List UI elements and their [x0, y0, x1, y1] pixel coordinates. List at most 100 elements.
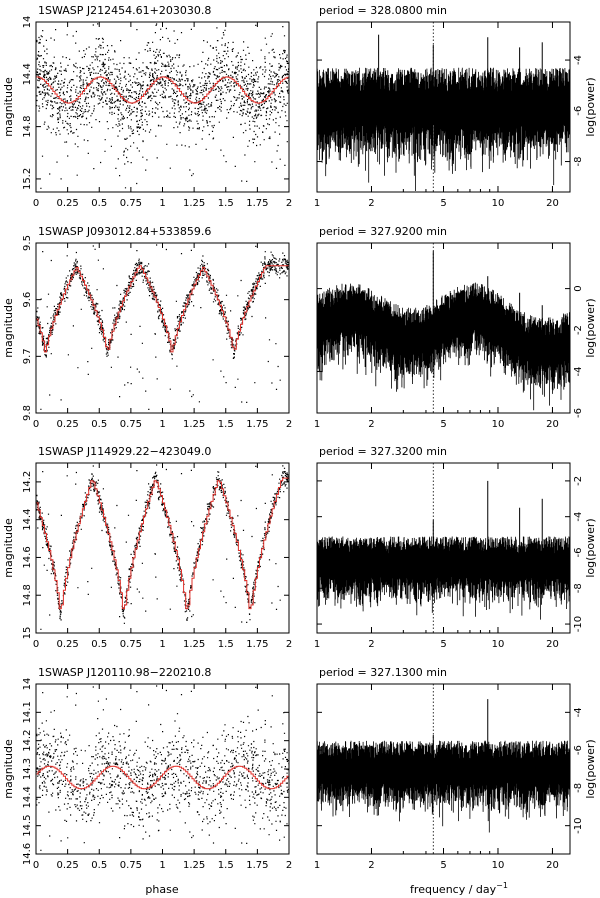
- x-tick-label: 2: [368, 419, 374, 430]
- panel-title: period = 328.0800 min: [319, 4, 447, 17]
- x-tick-label: 0.75: [120, 639, 142, 650]
- x-tick-label: 0.5: [91, 639, 107, 650]
- x-tick-label: 0: [33, 860, 39, 871]
- y-axis-label-log-power: log(power): [584, 518, 597, 577]
- x-tick-label: 5: [440, 419, 446, 430]
- y-tick-label: -6: [573, 408, 584, 418]
- x-tick-label: 1: [159, 419, 165, 430]
- y-tick-label: -6: [573, 745, 584, 755]
- y-tick-label: 14.2: [22, 471, 33, 493]
- y-tick-label: -4: [573, 707, 584, 717]
- x-tick-label: 2: [286, 419, 292, 430]
- x-tick-label: 1.5: [218, 639, 234, 650]
- x-tick-label: 1: [314, 860, 320, 871]
- y-tick-label: 14: [22, 678, 33, 691]
- x-tick-label: 2: [368, 860, 374, 871]
- x-tick-label: 1: [159, 860, 165, 871]
- x-tick-label: 1.75: [246, 198, 268, 209]
- x-tick-label: 1.25: [183, 860, 205, 871]
- x-tick-label: 5: [440, 639, 446, 650]
- x-tick-label: 0: [33, 639, 39, 650]
- x-tick-label: 0.25: [56, 860, 78, 871]
- x-tick-label: 0.5: [91, 860, 107, 871]
- y-tick-label: 9.6: [22, 292, 33, 308]
- x-tick-label: 5: [440, 860, 446, 871]
- lightcurve-panel-2: 1SWASP J093012.84+533859.6 0 0.25 0.5 0.75 1 1…: [2, 225, 292, 430]
- x-tick-label: 2: [286, 860, 292, 871]
- y-axis-label-magnitude: magnitude: [2, 518, 15, 578]
- y-tick-label: -6: [573, 547, 584, 557]
- panel-title: 1SWASP J114929.22−423049.0: [38, 445, 211, 458]
- x-tick-label: 0.25: [56, 639, 78, 650]
- x-tick-label: 1.5: [218, 198, 234, 209]
- x-tick-label: 1.5: [218, 860, 234, 871]
- y-tick-label: 14.3: [22, 758, 33, 780]
- x-tick-label: 0: [33, 198, 39, 209]
- x-tick-label: 10: [492, 860, 505, 871]
- y-tick-label: 14.2: [22, 730, 33, 752]
- y-tick-label: 0: [573, 285, 584, 291]
- y-tick-label: 14.4: [22, 786, 33, 808]
- y-tick-label: 14.8: [22, 584, 33, 606]
- x-axis-label-frequency-sup: −1: [496, 881, 508, 890]
- y-tick-label: 15: [22, 627, 33, 640]
- data-points: [36, 244, 289, 410]
- y-tick-label: -2: [573, 476, 584, 486]
- fitted-curve: [36, 76, 289, 104]
- x-tick-label: 20: [546, 860, 559, 871]
- x-tick-label: 1: [314, 419, 320, 430]
- x-tick-label: 2: [286, 639, 292, 650]
- x-tick-label: 0.75: [120, 860, 142, 871]
- periodogram-panel-1: period = 328.0800 min 1 2 5 10 20 -4 -6 -8 log(po…: [314, 4, 597, 209]
- x-tick-label: 1.25: [183, 639, 205, 650]
- lightcurve-panel-4: 1SWASP J120110.98−220210.8 0 0.25 0.5 0.75 1 1…: [2, 666, 292, 871]
- x-tick-label: 1: [314, 639, 320, 650]
- y-tick-label: 14.4: [22, 509, 33, 531]
- x-tick-label: 1.75: [246, 419, 268, 430]
- y-tick-label: 9.5: [22, 235, 33, 251]
- y-tick-label: -10: [573, 817, 584, 833]
- y-tick-label: -2: [573, 325, 584, 335]
- x-tick-label: 0.75: [120, 198, 142, 209]
- y-tick-label: 14.1: [22, 701, 33, 723]
- lightcurve-panel-1: 1SWASP J212454.61+203030.8 0 0.25 0.5 0.75 1 1…: [2, 4, 292, 209]
- y-tick-label: -8: [573, 583, 584, 593]
- x-tick-label: 1: [159, 639, 165, 650]
- x-tick-label: 1.75: [246, 639, 268, 650]
- x-tick-label: 0: [33, 419, 39, 430]
- power-spectrum: [317, 740, 570, 833]
- periodogram-panel-3: period = 327.3200 min 1 2 5 10 20 -2 -4 -6 -8 -10 l…: [314, 445, 597, 650]
- x-tick-label: 0.25: [56, 198, 78, 209]
- y-tick-label: 14: [22, 16, 33, 29]
- y-tick-label: 9.8: [22, 405, 33, 421]
- x-tick-label: 10: [492, 639, 505, 650]
- y-tick-label: 14.6: [22, 546, 33, 568]
- x-tick-label: 5: [440, 198, 446, 209]
- x-axis-label-frequency-main: frequency / day: [410, 883, 497, 896]
- y-tick-label: 15.2: [22, 168, 33, 190]
- y-axis-label-log-power: log(power): [584, 298, 597, 357]
- x-tick-label: 1.5: [218, 419, 234, 430]
- x-tick-label: 2: [286, 198, 292, 209]
- x-tick-label: 20: [546, 639, 559, 650]
- y-tick-label: -6: [573, 106, 584, 116]
- y-axis-label-magnitude: magnitude: [2, 739, 15, 799]
- y-tick-label: 14.4: [22, 63, 33, 85]
- x-axis-label-frequency: frequency / day−1: [410, 881, 508, 896]
- fitted-curve: [36, 477, 289, 610]
- x-tick-label: 0.5: [91, 198, 107, 209]
- x-tick-label: 1.25: [183, 198, 205, 209]
- data-points: [36, 685, 289, 851]
- periodogram-panel-2: period = 327.9200 min 1 2 5 10 20 0 -2 -4 -6 log(p…: [314, 225, 597, 430]
- x-tick-label: 0.5: [91, 419, 107, 430]
- x-axis-label-phase: phase: [145, 883, 178, 896]
- panel-title: 1SWASP J120110.98−220210.8: [38, 666, 211, 679]
- y-axis-label-magnitude: magnitude: [2, 298, 15, 358]
- panel-title: period = 327.9200 min: [319, 225, 447, 238]
- x-tick-label: 2: [368, 639, 374, 650]
- x-tick-label: 2: [368, 198, 374, 209]
- fitted-curve: [36, 765, 289, 790]
- x-tick-label: 1: [159, 198, 165, 209]
- y-tick-label: 14.6: [22, 843, 33, 865]
